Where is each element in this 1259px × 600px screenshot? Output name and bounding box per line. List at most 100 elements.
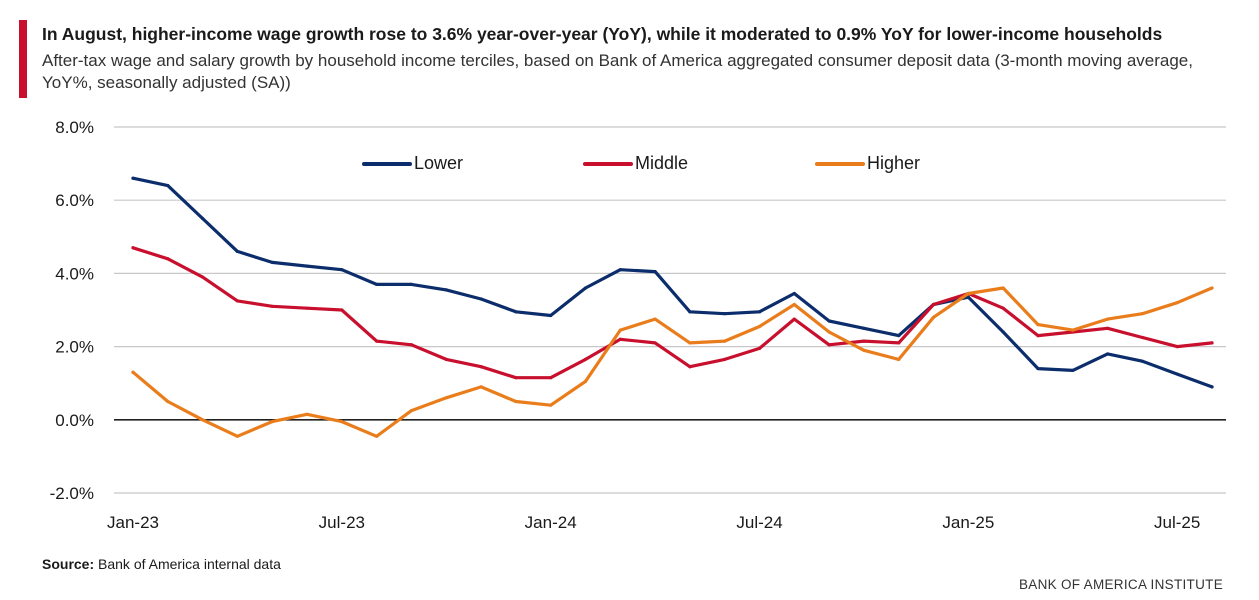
y-tick-label: 6.0% <box>55 191 94 210</box>
data-point-middle <box>444 357 448 362</box>
data-point-higher <box>479 385 483 389</box>
grid-layer <box>114 126 1226 494</box>
legend-swatch <box>815 161 865 166</box>
data-point-lower <box>514 310 518 314</box>
data-point-higher <box>827 330 831 334</box>
data-point-middle <box>618 337 622 341</box>
y-tick-label: 0.0% <box>55 411 94 430</box>
data-point-higher <box>444 396 448 400</box>
data-point-lower <box>757 310 762 314</box>
data-point-middle <box>862 339 866 343</box>
data-point-higher <box>166 399 170 404</box>
data-point-higher <box>583 379 588 383</box>
y-tick-label: -2.0% <box>50 484 94 503</box>
data-point-higher <box>688 341 692 345</box>
data-point-middle <box>201 275 205 279</box>
data-point-middle <box>1001 306 1005 310</box>
data-point-higher <box>862 348 866 352</box>
x-tick-label: Jan-24 <box>525 513 577 532</box>
data-point-higher <box>270 420 274 424</box>
data-point-middle <box>305 306 309 310</box>
legend-label: Higher <box>867 153 921 173</box>
data-point-higher <box>1105 317 1110 321</box>
data-point-lower <box>1175 372 1179 376</box>
x-tick-label: Jul-23 <box>319 513 365 532</box>
data-point-higher <box>514 399 518 404</box>
data-point-higher <box>235 434 240 438</box>
data-point-higher <box>653 317 657 321</box>
data-point-lower <box>409 282 414 286</box>
data-point-higher <box>1210 286 1214 290</box>
data-point-middle <box>688 365 692 369</box>
data-point-higher <box>409 409 414 413</box>
x-tick-label: Jul-24 <box>736 513 782 532</box>
data-point-higher <box>931 315 936 319</box>
brand-footer: BANK OF AMERICA INSTITUTE <box>1018 577 1223 592</box>
data-point-middle <box>1175 345 1179 349</box>
data-point-middle <box>931 302 936 307</box>
series-line-middle <box>131 246 1214 380</box>
data-point-middle <box>479 365 483 369</box>
data-point-lower <box>479 297 483 301</box>
data-point-lower <box>653 269 657 274</box>
accent-bar <box>19 20 27 98</box>
data-point-lower <box>966 295 970 299</box>
data-point-lower <box>235 249 240 254</box>
data-point-lower <box>375 282 379 286</box>
data-point-higher <box>549 403 553 407</box>
data-point-lower <box>549 313 553 318</box>
data-point-lower <box>723 312 727 316</box>
data-point-middle <box>723 357 727 362</box>
data-point-lower <box>131 176 135 180</box>
data-point-middle <box>583 357 588 362</box>
legend-item-lower: Lower <box>362 153 463 174</box>
data-point-lower <box>444 288 448 292</box>
series-line-higher <box>131 286 1214 438</box>
legend-label: Middle <box>635 153 689 173</box>
data-point-lower <box>1210 385 1214 389</box>
data-point-higher <box>897 357 901 362</box>
x-tick-label: Jan-25 <box>942 513 994 532</box>
data-point-middle <box>1105 326 1110 330</box>
y-tick-label: 2.0% <box>55 338 94 357</box>
data-point-higher <box>201 418 205 422</box>
data-point-lower <box>270 260 274 265</box>
data-point-higher <box>792 302 796 307</box>
chart-legend: Lower Middle Higher <box>0 153 1259 177</box>
data-point-higher <box>1001 286 1005 290</box>
data-point-higher <box>1036 323 1040 327</box>
data-point-middle <box>131 246 135 250</box>
data-point-higher <box>757 324 762 329</box>
data-point-middle <box>1140 335 1144 340</box>
data-point-lower <box>862 326 866 330</box>
data-point-higher <box>1140 312 1144 316</box>
data-point-lower <box>166 183 170 188</box>
data-point-middle <box>340 308 344 312</box>
axis-layer: 8.0% 6.0% 4.0% 2.0% 0.0% -2.0% Jan-23 Jul-23 Jan… <box>50 118 1201 532</box>
series-layer <box>131 176 1214 438</box>
chart-title: In August, higher-income wage growth ros… <box>42 24 1163 44</box>
data-point-middle <box>235 299 240 303</box>
x-tick-label: Jul-25 <box>1154 513 1200 532</box>
data-point-higher <box>1071 328 1075 332</box>
data-point-middle <box>514 376 518 380</box>
data-point-middle <box>409 343 414 347</box>
data-point-middle <box>375 339 379 343</box>
data-point-middle <box>166 257 170 261</box>
data-point-middle <box>549 376 553 380</box>
data-point-lower <box>1001 330 1005 334</box>
data-point-lower <box>1071 368 1075 372</box>
data-point-higher <box>305 412 309 416</box>
source-label: Source: <box>42 556 95 572</box>
y-tick-label: 4.0% <box>55 264 94 283</box>
data-point-middle <box>827 343 831 347</box>
data-point-higher <box>375 434 379 438</box>
data-point-middle <box>270 304 274 308</box>
data-point-lower <box>688 310 692 314</box>
data-point-lower <box>827 319 831 323</box>
data-point-lower <box>583 286 588 290</box>
legend-swatch <box>362 161 412 166</box>
data-point-higher <box>1175 301 1179 305</box>
data-point-higher <box>966 291 970 296</box>
